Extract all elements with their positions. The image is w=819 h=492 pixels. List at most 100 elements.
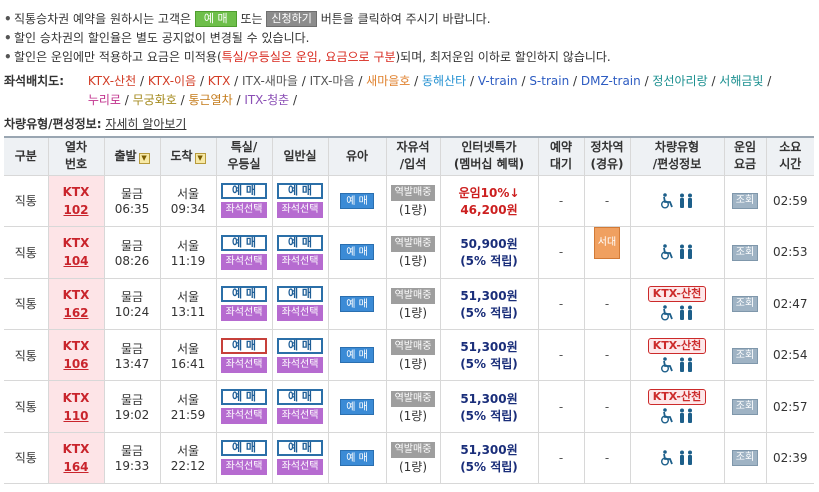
special-seat-select-button[interactable]: 좌석선택 <box>221 253 267 270</box>
seat-layout-link-b-3[interactable]: ITX-청춘 <box>244 93 290 107</box>
sort-dropdown-icon[interactable]: ▼ <box>194 152 206 164</box>
seat-layout-link-6[interactable]: 동해산타 <box>422 74 467 88</box>
special-seat-select-button[interactable]: 좌석선택 <box>221 459 267 476</box>
arrive-station: 서울 <box>176 341 200 356</box>
special-seat-select-button[interactable]: 좌석선택 <box>221 305 267 322</box>
seat-layout-link-11[interactable]: 서해금빛 <box>719 74 764 88</box>
train-number-link[interactable]: 164 <box>63 459 89 474</box>
infant-reserve-button[interactable]: 예 매 <box>340 449 374 466</box>
standing-station-sale: 역발매중 <box>391 441 435 458</box>
cell-waitlist: - <box>538 380 585 433</box>
header-depart[interactable]: 출발 ▼ <box>104 136 161 176</box>
cell-fare: 조회 <box>724 380 767 433</box>
wheelchair-icon <box>661 356 673 373</box>
depart-station: 물금 <box>120 290 144 305</box>
general-seat-select-button[interactable]: 좌석선택 <box>277 356 323 373</box>
special-reserve-button[interactable]: 예 매 <box>221 440 267 457</box>
cell-stop: - <box>584 175 631 227</box>
special-reserve-button[interactable]: 예 매 <box>221 337 267 354</box>
cell-arrive: 서울 11:19 <box>160 226 217 279</box>
header-arrive[interactable]: 도착 ▼ <box>160 136 217 176</box>
stop-station-button[interactable]: 서대구 <box>594 226 620 278</box>
general-reserve-button[interactable]: 예 매 <box>277 183 323 200</box>
special-seat-select-button[interactable]: 좌석선택 <box>221 408 267 425</box>
cell-waitlist: - <box>538 432 585 484</box>
seat-layout-link-9[interactable]: DMZ-train <box>580 74 641 88</box>
general-reserve-button[interactable]: 예 매 <box>277 389 323 406</box>
depart-time: 10:24 <box>114 305 150 320</box>
internet-price: 51,300원 <box>460 340 518 355</box>
seat-layout-link-2[interactable]: KTX <box>207 74 231 88</box>
cell-fare: 조회 <box>724 226 767 279</box>
general-reserve-button[interactable]: 예 매 <box>277 440 323 457</box>
special-reserve-button[interactable]: 예 매 <box>221 389 267 406</box>
special-reserve-button[interactable]: 예 매 <box>221 234 267 251</box>
seat-layout-link-3[interactable]: ITX-새마을 <box>241 74 298 88</box>
seat-layout-link-7[interactable]: V-train <box>477 74 518 88</box>
arrive-time: 16:41 <box>170 356 206 371</box>
cell-waitlist: - <box>538 175 585 227</box>
cell-stop: - <box>584 278 631 331</box>
infant-reserve-button[interactable]: 예 매 <box>340 347 374 364</box>
stop-dash: - <box>604 348 610 363</box>
special-seat-select-button[interactable]: 좌석선택 <box>221 356 267 373</box>
infant-reserve-button[interactable]: 예 매 <box>340 295 374 312</box>
general-reserve-button[interactable]: 예 매 <box>277 234 323 251</box>
arrive-station: 서울 <box>176 238 200 253</box>
depart-time: 19:33 <box>114 459 150 474</box>
depart-time: 08:26 <box>114 253 150 268</box>
infant-reserve-button[interactable]: 예 매 <box>340 192 374 209</box>
general-seat-select-button[interactable]: 좌석선택 <box>277 305 323 322</box>
seat-layout-link-10[interactable]: 정선아리랑 <box>652 74 708 88</box>
fare-view-button[interactable]: 조회 <box>732 193 758 210</box>
train-number-link[interactable]: 104 <box>63 254 89 269</box>
seat-layout-link-8[interactable]: S-train <box>529 74 570 88</box>
train-type: KTX <box>62 339 90 354</box>
cell-type: 직통 <box>4 329 49 382</box>
train-number-link[interactable]: 106 <box>63 357 89 372</box>
cell-standing: 역발매중 (1량) <box>386 278 441 331</box>
cell-duration: 02:47 <box>766 278 814 331</box>
train-number-link[interactable]: 102 <box>63 202 89 217</box>
infant-reserve-button[interactable]: 예 매 <box>340 398 374 415</box>
fare-view-button[interactable]: 조회 <box>732 347 758 364</box>
seat-layout-link-5[interactable]: 새마을호 <box>366 74 411 88</box>
seat-layout-row-2: 누리로 / 무궁화호 / 통근열차 / ITX-청춘 / <box>87 93 298 107</box>
general-reserve-button[interactable]: 예 매 <box>277 337 323 354</box>
general-seat-select-button[interactable]: 좌석선택 <box>277 253 323 270</box>
train-number-link[interactable]: 162 <box>63 305 89 320</box>
special-reserve-button[interactable]: 예 매 <box>221 183 267 200</box>
fare-view-button[interactable]: 조회 <box>732 450 758 467</box>
seat-layout-link-0[interactable]: KTX-산천 <box>87 74 137 88</box>
fare-view-button[interactable]: 조회 <box>732 244 758 261</box>
general-reserve-button[interactable]: 예 매 <box>277 286 323 303</box>
seat-layout-link-1[interactable]: KTX-이음 <box>147 74 197 88</box>
infant-reserve-button[interactable]: 예 매 <box>340 244 374 261</box>
standing-station-sale: 역발매중 <box>391 339 435 356</box>
vehicle-info-link[interactable]: 자세히 알아보기 <box>105 117 187 131</box>
special-reserve-button[interactable]: 예 매 <box>221 286 267 303</box>
sort-dropdown-icon[interactable]: ▼ <box>138 152 150 164</box>
general-seat-select-button[interactable]: 좌석선택 <box>277 202 323 219</box>
apply-chip: 신청하기 <box>266 11 317 27</box>
general-seat-select-button[interactable]: 좌석선택 <box>277 408 323 425</box>
special-seat-select-button[interactable]: 좌석선택 <box>221 202 267 219</box>
seat-layout-link-b-1[interactable]: 무궁화호 <box>132 93 177 107</box>
cell-arrive: 서울 22:12 <box>160 432 217 484</box>
cell-train-no: KTX 104 <box>48 226 105 279</box>
seat-layout-link-b-0[interactable]: 누리로 <box>87 93 121 107</box>
train-number-link[interactable]: 110 <box>63 408 89 423</box>
cell-fare: 조회 <box>724 175 767 227</box>
seat-layout-link-b-2[interactable]: 통근열차 <box>188 93 233 107</box>
bullet: • <box>4 31 12 45</box>
fare-view-button[interactable]: 조회 <box>732 399 758 416</box>
cell-infant: 예 매 <box>328 432 387 484</box>
seat-layout-link-4[interactable]: ITX-마음 <box>309 74 355 88</box>
general-seat-select-button[interactable]: 좌석선택 <box>277 459 323 476</box>
fare-view-button[interactable]: 조회 <box>732 296 758 313</box>
stop-dash: - <box>604 296 610 311</box>
